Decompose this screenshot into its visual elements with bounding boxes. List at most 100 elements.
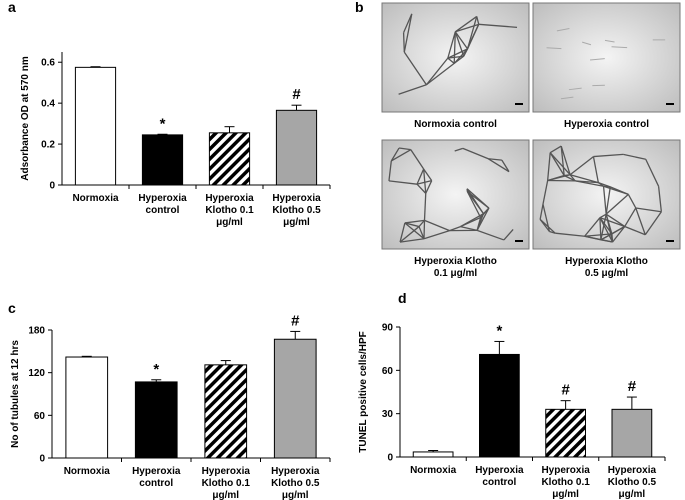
tubule	[575, 180, 599, 184]
tubule	[602, 186, 607, 215]
tubule	[454, 147, 464, 152]
cell	[604, 39, 615, 43]
tubule	[563, 174, 576, 182]
y-tick-label: 0	[39, 454, 45, 465]
tubule	[460, 213, 484, 228]
tubule	[542, 180, 549, 205]
tubule	[600, 239, 613, 243]
y-axis-label: No of tubules at 12 hrs	[10, 340, 21, 448]
cell	[556, 27, 570, 32]
tubule	[399, 238, 425, 243]
x-tick-label: Normoxia	[410, 465, 457, 476]
y-tick-label: 0.4	[41, 99, 55, 110]
tubule	[447, 48, 468, 59]
y-axis-label: Adsorbance OD at 570 nm	[20, 56, 31, 181]
tubule	[398, 84, 427, 95]
annotation: *	[496, 322, 502, 339]
cell	[546, 47, 562, 50]
bar	[208, 132, 251, 186]
y-tick-label: 60	[34, 411, 46, 422]
x-tick-label: Hyperoxia control	[132, 466, 181, 489]
tubule	[560, 145, 571, 175]
tubule	[447, 57, 455, 64]
tubule	[416, 180, 432, 185]
tubule	[402, 13, 413, 33]
tubule	[466, 191, 482, 218]
tubule	[478, 23, 518, 28]
y-tick-label: 0.2	[41, 140, 55, 151]
x-tick-label: Hyperoxia Klotho 0.1 μg/ml	[205, 193, 254, 228]
tubule	[404, 219, 425, 224]
tubule	[488, 158, 502, 161]
bar	[65, 356, 109, 459]
tubule	[466, 191, 484, 215]
tubule	[555, 232, 585, 237]
tubule	[410, 149, 425, 170]
tubule	[476, 213, 485, 231]
tubule	[418, 219, 425, 227]
tubule	[592, 156, 599, 183]
tubule	[569, 156, 594, 176]
tubule	[624, 225, 646, 236]
tubule	[605, 186, 611, 215]
tubule	[645, 158, 660, 187]
panel-label: b	[355, 0, 364, 15]
tubule	[418, 226, 425, 240]
tubule	[635, 207, 646, 235]
tubule	[623, 153, 646, 160]
panel-label: c	[8, 300, 16, 316]
tubule	[425, 57, 449, 86]
tubule	[605, 213, 626, 228]
y-tick-label: 60	[382, 366, 394, 377]
bar	[479, 353, 520, 458]
tubule	[600, 214, 607, 240]
cell	[590, 58, 605, 61]
micrograph	[381, 139, 530, 250]
x-tick-label: Normoxia	[64, 466, 111, 477]
tubule	[569, 174, 599, 184]
x-tick-label: Hyperoxia Klotho 0.5 μg/ml	[608, 465, 657, 500]
tubule	[612, 226, 626, 243]
tubule	[399, 222, 406, 243]
tubule	[605, 193, 629, 215]
tubule	[423, 193, 427, 221]
tubule	[447, 31, 456, 59]
tubule	[560, 146, 565, 176]
tubule	[599, 213, 607, 219]
bar	[141, 134, 184, 186]
tubule	[423, 168, 427, 194]
tubule	[503, 229, 514, 241]
tubule	[463, 24, 480, 57]
y-tick-label: 180	[28, 326, 45, 337]
tubule	[388, 180, 418, 185]
tubule	[501, 159, 510, 172]
tubule	[599, 217, 602, 240]
micrograph	[532, 2, 681, 113]
bar	[275, 109, 318, 186]
tubule	[600, 225, 626, 241]
annotation: #	[291, 312, 300, 329]
panel-label: a	[8, 0, 16, 15]
y-tick-label: 30	[382, 409, 394, 420]
tubule	[635, 207, 662, 213]
tubule	[460, 225, 478, 231]
tubule	[584, 217, 601, 237]
annotation: *	[160, 115, 166, 132]
tubule	[404, 222, 420, 228]
tubule	[423, 229, 450, 240]
tubule	[403, 13, 413, 53]
x-tick-label: Hyperoxia Klotho 0.1 μg/ml	[541, 465, 590, 500]
tubule	[605, 214, 614, 243]
x-tick-label: Hyperoxia Klotho 0.1 μg/ml	[202, 466, 251, 500]
tubule	[424, 219, 450, 232]
tubule	[390, 147, 400, 162]
bar	[273, 338, 317, 459]
tubule	[388, 160, 392, 181]
annotation: *	[153, 361, 159, 378]
x-tick-label: Hyperoxia control	[475, 465, 524, 488]
y-tick-label: 120	[28, 368, 45, 379]
y-tick-label: 90	[382, 323, 394, 334]
tubule	[454, 31, 469, 50]
tubule	[549, 152, 571, 176]
